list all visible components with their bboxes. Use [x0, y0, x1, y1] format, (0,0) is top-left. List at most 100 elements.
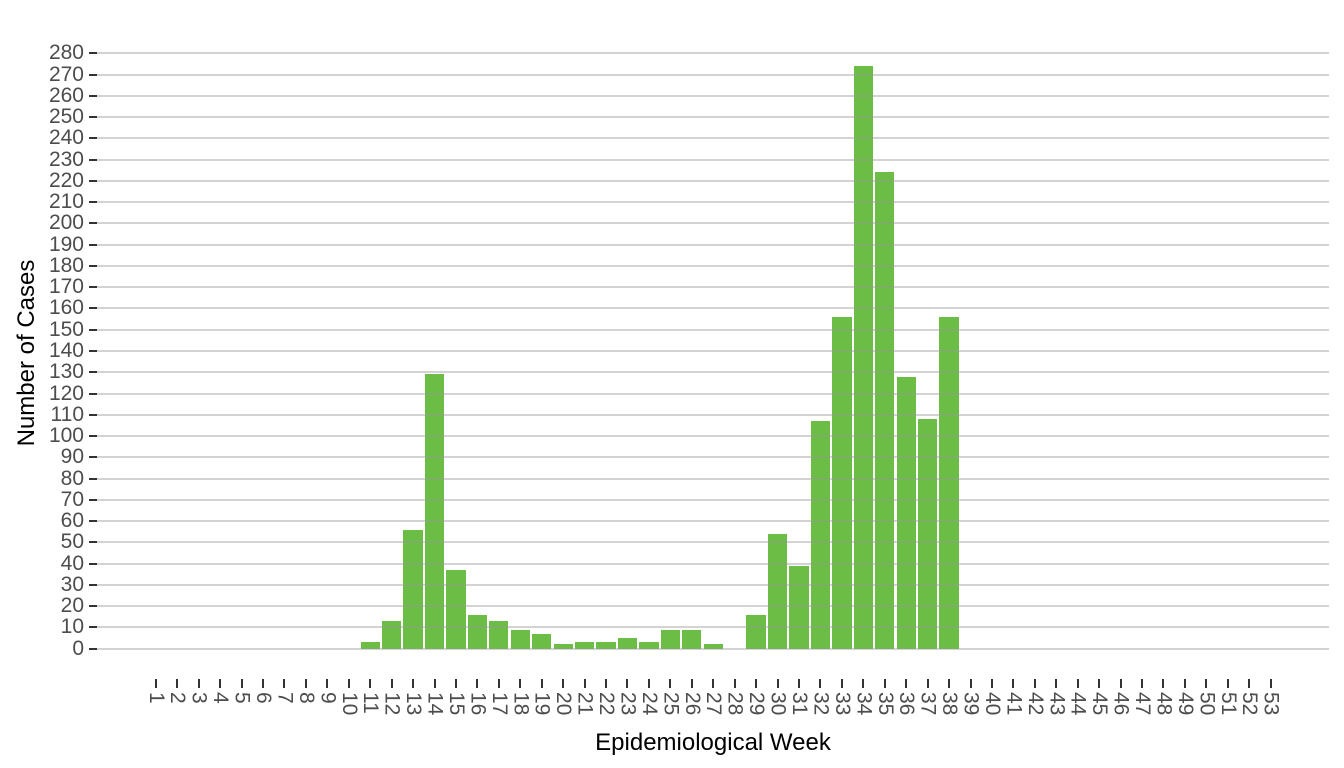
x-tick-week-19: [540, 678, 543, 688]
x-tick-week-11: [369, 678, 372, 688]
x-tick-week-41: [1012, 678, 1015, 688]
x-tick-label-week-8: 8: [294, 692, 318, 704]
y-tick-label-90: 90: [60, 445, 84, 469]
x-tick-label-week-13: 13: [402, 692, 426, 716]
x-tick-week-28: [733, 678, 736, 688]
y-tick-220: [88, 179, 97, 182]
x-tick-week-45: [1098, 678, 1101, 688]
x-tick-label-week-50: 50: [1195, 692, 1219, 716]
bar-week-35: [875, 172, 895, 649]
x-tick-week-30: [776, 678, 779, 688]
x-tick-label-week-52: 52: [1238, 692, 1262, 716]
y-tick-240: [88, 137, 97, 140]
x-tick-label-week-48: 48: [1152, 692, 1176, 716]
y-tick-label-10: 10: [60, 615, 84, 639]
gridline-y-100: [96, 435, 1329, 438]
bar-week-13: [403, 529, 423, 649]
bar-week-20: [553, 644, 573, 649]
gridline-y-160: [96, 307, 1329, 310]
y-tick-10: [88, 626, 97, 629]
gridline-y-70: [96, 498, 1329, 501]
x-tick-label-week-27: 27: [702, 692, 726, 716]
gridline-y-90: [96, 456, 1329, 459]
bar-week-15: [446, 570, 466, 649]
y-tick-label-280: 280: [48, 41, 84, 65]
y-tick-20: [88, 605, 97, 608]
x-tick-week-8: [304, 678, 307, 688]
bar-week-38: [939, 316, 959, 649]
y-tick-label-120: 120: [48, 381, 84, 405]
x-tick-label-week-4: 4: [209, 692, 233, 704]
x-tick-label-week-18: 18: [509, 692, 533, 716]
x-tick-label-week-34: 34: [852, 692, 876, 716]
x-tick-week-47: [1141, 678, 1144, 688]
bar-week-12: [381, 621, 402, 649]
bar-week-27: [703, 644, 723, 649]
bar-week-17: [489, 621, 509, 649]
y-tick-label-240: 240: [48, 126, 84, 150]
gridline-y-200: [96, 222, 1329, 225]
x-tick-week-27: [712, 678, 715, 688]
x-tick-label-week-22: 22: [595, 692, 619, 716]
bar-week-23: [617, 638, 638, 649]
y-tick-70: [88, 498, 97, 501]
bar-week-16: [467, 614, 488, 649]
gridline-y-80: [96, 477, 1329, 480]
y-tick-label-110: 110: [50, 402, 84, 426]
x-tick-label-week-53: 53: [1259, 692, 1283, 716]
y-tick-40: [88, 562, 97, 565]
x-tick-label-week-31: 31: [788, 692, 811, 716]
x-tick-label-week-42: 42: [1023, 692, 1047, 716]
x-tick-label-week-21: 21: [573, 692, 597, 716]
x-tick-label-week-10: 10: [337, 692, 361, 716]
x-tick-week-38: [948, 678, 951, 688]
x-tick-week-4: [219, 678, 222, 688]
x-tick-week-3: [197, 678, 200, 688]
x-tick-week-40: [990, 678, 993, 688]
x-tick-week-53: [1269, 678, 1272, 688]
bar-week-18: [510, 629, 530, 649]
x-tick-week-48: [1162, 678, 1165, 688]
x-tick-week-35: [883, 678, 886, 688]
y-tick-label-180: 180: [48, 253, 84, 277]
y-tick-30: [88, 583, 97, 586]
gridline-y-170: [96, 286, 1329, 289]
gridline-y-0: [96, 647, 1329, 650]
bar-week-36: [896, 376, 916, 649]
bar-week-22: [596, 642, 616, 649]
gridline-y-50: [96, 541, 1329, 544]
y-tick-270: [88, 73, 97, 76]
x-tick-week-13: [412, 678, 415, 688]
gridline-y-250: [96, 116, 1329, 119]
x-tick-week-49: [1183, 678, 1186, 688]
y-tick-100: [88, 435, 97, 438]
x-tick-week-44: [1076, 678, 1079, 688]
gridline-y-130: [96, 371, 1329, 374]
x-tick-week-42: [1033, 678, 1036, 688]
x-tick-label-week-20: 20: [552, 692, 576, 716]
x-tick-week-12: [390, 678, 393, 688]
x-tick-label-week-40: 40: [980, 692, 1004, 716]
x-tick-label-week-43: 43: [1045, 692, 1069, 716]
y-tick-label-220: 220: [48, 168, 84, 192]
x-tick-week-52: [1248, 678, 1251, 688]
x-tick-week-7: [283, 678, 286, 688]
bar-week-33: [832, 316, 852, 649]
x-tick-week-34: [862, 678, 865, 688]
y-tick-90: [88, 456, 97, 459]
y-tick-260: [88, 94, 97, 97]
bar-week-26: [682, 629, 702, 649]
x-tick-label-week-38: 38: [938, 692, 962, 716]
y-tick-80: [88, 477, 97, 480]
x-tick-label-week-49: 49: [1173, 692, 1197, 716]
x-tick-label-week-23: 23: [616, 692, 640, 716]
y-tick-label-70: 70: [60, 487, 84, 511]
y-tick-140: [88, 350, 97, 352]
x-tick-week-18: [519, 678, 522, 688]
bar-week-37: [917, 419, 938, 649]
y-tick-200: [88, 222, 97, 225]
y-tick-label-50: 50: [60, 530, 84, 554]
y-tick-label-140: 140: [48, 339, 84, 362]
x-tick-week-29: [755, 678, 758, 688]
y-tick-label-0: 0: [72, 636, 84, 660]
